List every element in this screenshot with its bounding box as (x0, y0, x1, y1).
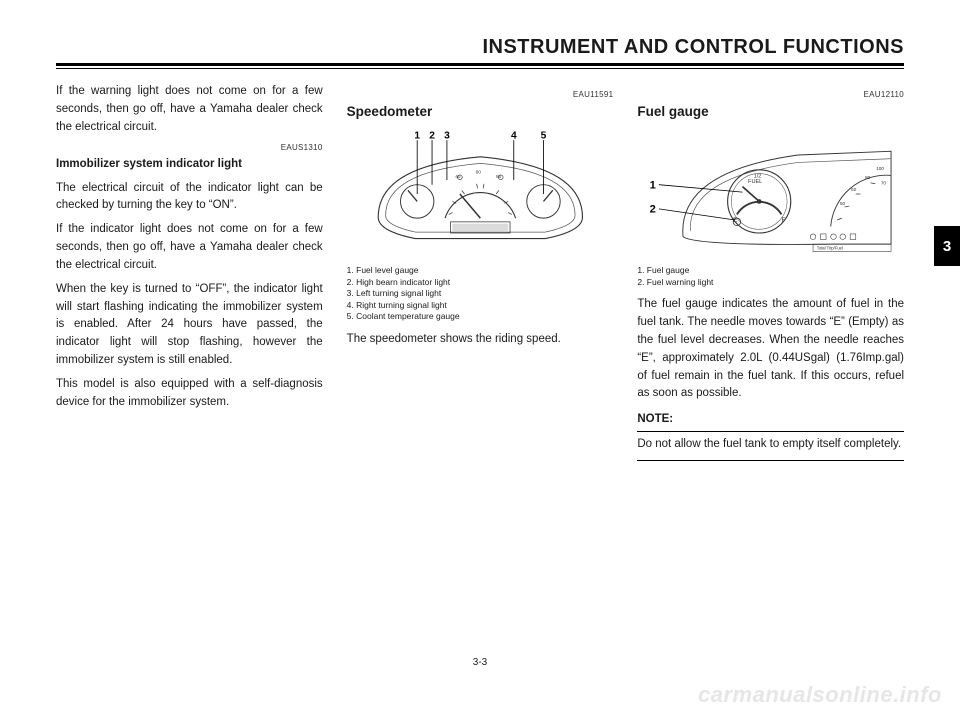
note-label: NOTE: (637, 411, 673, 429)
fuelgauge-title: Fuel gauge (637, 102, 904, 123)
col1-para2: The electrical circuit of the indicator … (56, 180, 323, 216)
speedometer-figure: 40 60 80 (347, 129, 614, 259)
caption-line: 2. Fuel warning light (637, 277, 904, 288)
caption-line: 4. Right turning signal light (347, 300, 614, 311)
fuelgauge-svg: FUEL E 1/2 F (637, 129, 904, 259)
speedometer-caption: 1. Fuel level gauge 2. High bearn indica… (347, 265, 614, 322)
col1-code: EAUS1310 (56, 142, 323, 154)
note-text: Do not allow the fuel tank to empty itse… (637, 436, 904, 454)
col3-para1: The fuel gauge indicates the amount of f… (637, 296, 904, 403)
callout-1: 1 (414, 131, 420, 142)
svg-text:1/2: 1/2 (754, 174, 762, 180)
svg-text:F: F (782, 217, 786, 224)
caption-line: 1. Fuel level gauge (347, 265, 614, 276)
callout-5: 5 (540, 131, 546, 142)
col2-para1: The speedometer shows the riding speed. (347, 331, 614, 349)
manual-page: INSTRUMENT AND CONTROL FUNCTIONS If the … (0, 0, 960, 718)
column-left: If the warning light does not come on fo… (56, 83, 323, 461)
page-title: INSTRUMENT AND CONTROL FUNCTIONS (56, 36, 904, 63)
note-block: NOTE: Do not allow the fuel tank to empt… (637, 411, 904, 461)
caption-line: 1. Fuel gauge (637, 265, 904, 276)
svg-text:70: 70 (881, 181, 887, 186)
svg-text:50: 50 (840, 201, 846, 206)
fuelgauge-caption: 1. Fuel gauge 2. Fuel warning light (637, 265, 904, 288)
callout-1: 1 (650, 180, 656, 192)
col1-para3: If the indicator light does not come on … (56, 221, 323, 274)
page-number: 3-3 (0, 657, 960, 668)
col3-code: EAU12110 (637, 89, 904, 101)
svg-text:Total Trip/Fuel: Total Trip/Fuel (817, 246, 843, 251)
column-right: EAU12110 Fuel gauge FUEL E 1/2 F (637, 83, 904, 461)
fuelgauge-figure: FUEL E 1/2 F (637, 129, 904, 259)
col1-para5: This model is also equipped with a self-… (56, 376, 323, 412)
speedometer-title: Speedometer (347, 102, 614, 123)
svg-text:100: 100 (877, 166, 885, 171)
callout-4: 4 (511, 131, 517, 142)
watermark: carmanualsonline.info (698, 682, 942, 708)
note-rule-bottom (637, 460, 904, 461)
svg-text:60: 60 (851, 188, 857, 193)
header-rule-thick (56, 63, 904, 66)
content-columns: If the warning light does not come on fo… (56, 83, 904, 461)
caption-line: 2. High bearn indicator light (347, 277, 614, 288)
speedometer-svg: 40 60 80 (347, 129, 614, 259)
header-rule-thin (56, 68, 904, 69)
caption-line: 5. Coolant temperature gauge (347, 311, 614, 322)
col1-subheading: Immobilizer system indicator light (56, 156, 323, 174)
fuel-label: FUEL (748, 179, 762, 185)
callout-3: 3 (444, 131, 450, 142)
immobilizer-heading: Immobilizer system indicator light (56, 158, 242, 170)
callout-2: 2 (429, 131, 435, 142)
column-middle: EAU11591 Speedometer (347, 83, 614, 461)
svg-text:80: 80 (865, 175, 871, 180)
col1-para4: When the key is turned to “OFF”, the ind… (56, 281, 323, 370)
caption-line: 3. Left turning signal light (347, 288, 614, 299)
callout-2: 2 (650, 204, 656, 216)
note-rule-top (637, 431, 904, 432)
col2-code: EAU11591 (347, 89, 614, 101)
chapter-tab: 3 (934, 226, 960, 266)
col1-para1: If the warning light does not come on fo… (56, 83, 323, 136)
svg-text:60: 60 (475, 170, 481, 175)
